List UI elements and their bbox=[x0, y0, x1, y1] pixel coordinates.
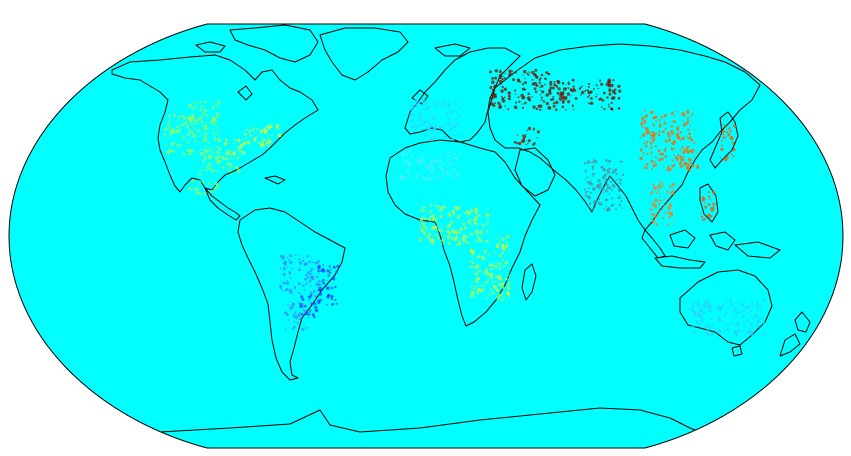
density-china bbox=[639, 109, 701, 172]
madagascar bbox=[521, 263, 537, 301]
density-north-america bbox=[163, 100, 241, 176]
density-north-africa bbox=[399, 148, 462, 182]
density-middle-east bbox=[513, 126, 541, 146]
density-japan bbox=[719, 124, 737, 162]
density-points bbox=[163, 68, 766, 337]
tasmania bbox=[731, 345, 743, 357]
density-mexico bbox=[188, 179, 219, 196]
maritime-southeast-asia bbox=[654, 183, 781, 269]
density-western-europe bbox=[408, 98, 461, 142]
density-eastern-usa bbox=[223, 124, 282, 156]
density-brazil-coast bbox=[299, 264, 340, 319]
density-southeast-asia bbox=[649, 180, 676, 226]
greenland bbox=[319, 27, 409, 81]
new-zealand bbox=[779, 311, 811, 357]
density-philippines bbox=[700, 190, 716, 221]
density-russia bbox=[489, 68, 622, 112]
map-frame bbox=[8, 23, 844, 449]
density-australia bbox=[690, 298, 766, 337]
ocean bbox=[9, 24, 843, 448]
density-india bbox=[583, 159, 625, 212]
density-sub-saharan-africa bbox=[418, 204, 511, 302]
north-america bbox=[111, 24, 319, 221]
south-america bbox=[237, 207, 346, 381]
japan bbox=[709, 111, 739, 169]
africa bbox=[385, 139, 541, 327]
